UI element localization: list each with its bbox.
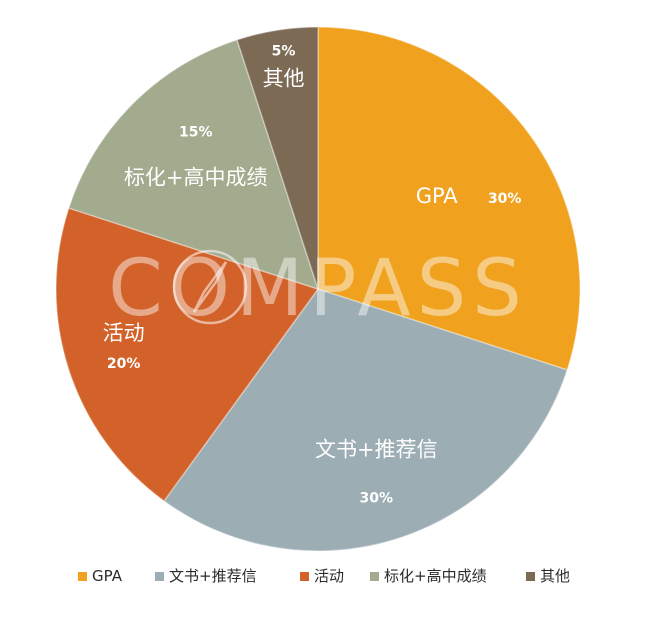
slice-name-label-0: GPA bbox=[416, 184, 459, 208]
watermark: COMPASS bbox=[108, 244, 528, 334]
pie-slice-2 bbox=[55, 207, 320, 503]
pie-slices bbox=[55, 26, 581, 552]
slice-pct-label-1: 30% bbox=[360, 490, 394, 506]
watermark-text: COMPASS bbox=[108, 244, 528, 334]
slice-name-label-4: 其他 bbox=[263, 67, 305, 91]
slice-name-label-3: 标化+高中成绩 bbox=[124, 166, 268, 190]
slice-pct-label-0: 30% bbox=[488, 191, 522, 207]
slice-pct-label-4: 5% bbox=[272, 44, 296, 60]
legend-swatch-2 bbox=[300, 572, 309, 581]
legend-swatch-0 bbox=[78, 572, 87, 581]
slice-labels: GPA 30% 文书+推荐信 30% 活动 20% 标化+高中成绩 15% 其他 5% bbox=[103, 44, 522, 507]
legend-label-0: GPA bbox=[92, 567, 123, 585]
pie-slice-0 bbox=[317, 26, 581, 371]
slice-pct-label-2: 20% bbox=[107, 356, 141, 372]
watermark-compass-ring bbox=[172, 249, 248, 325]
slice-pct-label-3: 15% bbox=[179, 125, 213, 141]
legend-item-1: 文书+推荐信 bbox=[155, 567, 257, 585]
legend-item-4: 其他 bbox=[526, 567, 570, 585]
legend-swatch-3 bbox=[370, 572, 379, 581]
watermark-compass-needle bbox=[192, 261, 228, 313]
pie-slice-3 bbox=[67, 38, 320, 291]
legend-label-3: 标化+高中成绩 bbox=[384, 567, 487, 585]
legend-label-1: 文书+推荐信 bbox=[169, 567, 257, 585]
slice-name-label-2: 活动 bbox=[103, 321, 145, 345]
legend-swatch-1 bbox=[155, 572, 164, 581]
legend-item-0: GPA bbox=[78, 567, 123, 585]
pie-slice-4 bbox=[236, 26, 319, 290]
slice-name-label-1: 文书+推荐信 bbox=[315, 437, 438, 461]
legend-label-2: 活动 bbox=[314, 567, 344, 585]
legend: GPA 文书+推荐信 活动 标化+高中成绩 其他 bbox=[78, 567, 570, 585]
legend-item-2: 活动 bbox=[300, 567, 344, 585]
legend-label-4: 其他 bbox=[540, 567, 570, 585]
legend-swatch-4 bbox=[526, 572, 535, 581]
pie-slice-1 bbox=[162, 288, 569, 552]
legend-item-3: 标化+高中成绩 bbox=[370, 567, 487, 585]
